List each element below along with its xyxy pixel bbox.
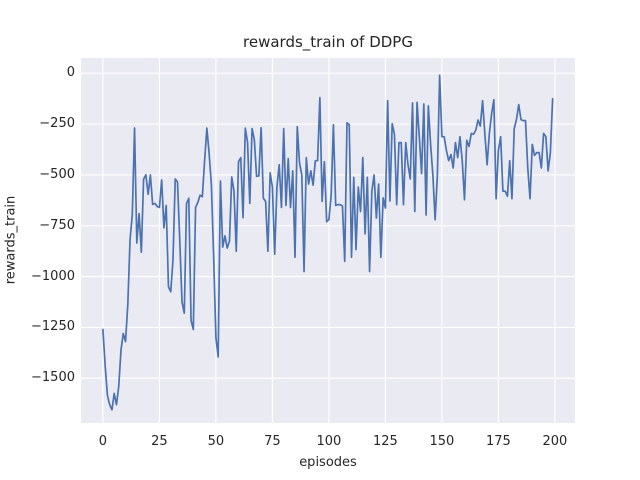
x-tick-label: 175: [485, 434, 511, 449]
x-tick-label: 0: [98, 434, 108, 449]
x-tick-label: 25: [151, 434, 168, 449]
y-tick-label: −1500: [31, 370, 75, 386]
plot-area: [81, 58, 575, 423]
series-line-rewards_train: [102, 74, 554, 411]
y-tick-label: −750: [39, 217, 75, 233]
x-tick-label: 150: [429, 434, 455, 449]
line-chart: [81, 58, 575, 423]
y-tick-label: −1000: [31, 268, 75, 284]
y-tick-label: −250: [39, 116, 75, 132]
y-tick-label: −500: [39, 166, 75, 182]
chart-title: rewards_train of DDPG: [243, 33, 413, 51]
y-axis-label-text: rewards_train: [3, 195, 19, 285]
y-tick-label: −1250: [31, 319, 75, 335]
x-tick-label: 200: [542, 434, 568, 449]
x-tick-label: 50: [207, 434, 225, 449]
x-tick-label: 100: [316, 434, 342, 449]
x-axis-label: episodes: [299, 455, 357, 470]
x-tick-label: 75: [264, 434, 281, 449]
x-tick-label: 125: [372, 434, 398, 449]
y-tick-label: 0: [66, 65, 75, 81]
